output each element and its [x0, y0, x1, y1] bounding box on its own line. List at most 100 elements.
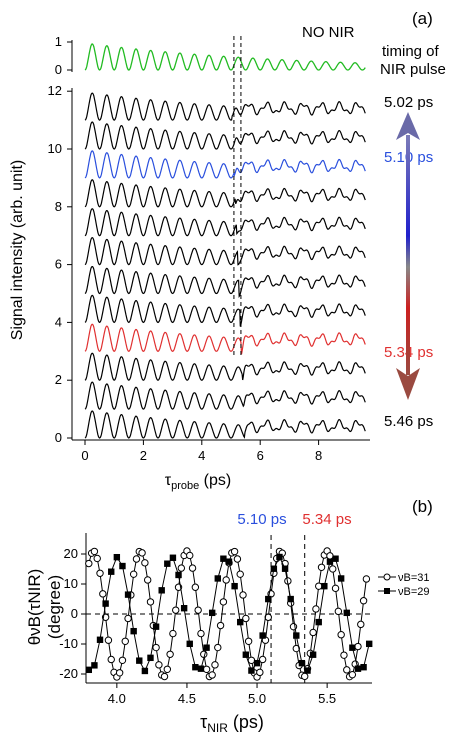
series-nub29-point [287, 595, 294, 603]
panel-b-ytick-label: 10 [64, 576, 78, 591]
panel-a-xtick-label: 8 [315, 448, 322, 463]
series-nub31-point [354, 642, 362, 651]
series-nub29-point [231, 582, 238, 590]
series-nub29-point [136, 657, 143, 664]
panel-a-ytick-label: 10 [48, 141, 62, 156]
time-label-502: 5.02 ps [384, 94, 433, 111]
panel-b: (b) 5.10 ps 5.34 ps -20 -10 0 10 20 4.0 4.5 5.… [25, 497, 433, 735]
panel-b-y-ticks: -20 -10 0 10 20 [59, 546, 86, 681]
series-nub31-point [155, 661, 163, 669]
series-nub29-point [192, 664, 199, 671]
series-nub29-point [237, 618, 244, 626]
series-nub31-point [230, 547, 239, 556]
series-nub29-point [360, 664, 367, 671]
series-nub31-point [334, 607, 343, 616]
series-nub31-point [138, 549, 146, 557]
series-nub31-point [362, 575, 371, 583]
series-nub31-point [160, 672, 169, 681]
series-nub31-point [216, 621, 225, 630]
series-nub31-point [343, 666, 351, 674]
series-nub29-point [164, 560, 171, 567]
series-nub29-point [214, 575, 221, 582]
series-nub29-point [343, 609, 350, 617]
panel-b-tag: (b) [412, 497, 433, 516]
panel-a-ytick-label: 12 [48, 83, 62, 98]
series-nub31-point [191, 583, 200, 591]
timing-arrow-head-up [396, 112, 420, 140]
series-nub29-point [265, 595, 272, 603]
trace-no-nir [84, 43, 366, 71]
series-nub31-point [169, 629, 177, 638]
panel-b-y-axis-label-2: (degree) [45, 575, 64, 639]
trace-offset-11 [84, 92, 366, 121]
series-nub31-point [256, 668, 264, 677]
series-nub29-point [365, 640, 373, 648]
panel-b-ylabel-line1: θνB(τNIR) [25, 569, 44, 646]
series-nub31-point [143, 576, 152, 584]
legend-marker-nub31 [383, 573, 391, 581]
timing-arrow-shaft [406, 135, 410, 375]
series-nub29-point [169, 554, 177, 561]
panel-a-xlabel-main: τ [165, 472, 172, 489]
series-nub29-point [208, 609, 216, 617]
panel-a-xlabel-sub: probe [171, 480, 199, 492]
series-nub29-point [130, 627, 137, 635]
series-nub31-point [329, 565, 337, 573]
panel-a-vlines [233, 36, 242, 355]
series-nub31-point [309, 628, 317, 637]
series-nub31-point [315, 582, 323, 590]
trace-offset-2 [84, 352, 366, 381]
series-nub29-point [304, 667, 311, 674]
series-nub29-point [102, 600, 109, 607]
panel-a-x-ticks: 0 2 4 6 8 [81, 440, 322, 463]
panel-b-y-axis-label: θνB(τNIR) [25, 569, 44, 646]
panel-b-ytick-label: -10 [59, 636, 78, 651]
trace-offset-0 [84, 410, 366, 439]
series-nub31-point [317, 563, 326, 572]
series-nub29-point [321, 582, 328, 590]
trace-offset-1 [84, 381, 366, 410]
panel-a-xtick-label: 0 [81, 448, 88, 463]
panel-a-x-axis-label: τprobe (ps) [165, 472, 231, 492]
series-nub29-point [276, 553, 283, 561]
series-nub29-point [220, 555, 227, 562]
series-nub29-point [248, 667, 255, 674]
series-nub29-point [309, 651, 317, 658]
series-nub29-point [91, 662, 98, 669]
trace-offset-10 [84, 121, 366, 150]
series-nub31-point [186, 551, 194, 560]
panel-a: (a) NO NIR timing of NIR pulse 1 0 0 2 4 6 8… [9, 9, 446, 492]
series-nub29-point [293, 632, 300, 639]
trace-offset-5 [84, 266, 366, 299]
series-nub31-point [348, 670, 357, 679]
series-line-0 [88, 550, 367, 678]
series-nub31-point [236, 570, 244, 578]
panel-a-ytick-label: 0 [55, 430, 62, 445]
series-nub31-point [247, 656, 256, 664]
trace-offset-9 [84, 150, 366, 179]
series-nub29-point [124, 591, 132, 598]
series-nub31-point [172, 606, 180, 614]
series-nub31-point [146, 598, 155, 606]
panel-b-xlabel-sub: NIR [207, 721, 228, 735]
trace-offset-3 [84, 323, 366, 355]
series-nub31-point [197, 629, 205, 638]
series-nub31-point [357, 620, 365, 629]
series-nub29-point [141, 667, 149, 675]
series-nub29-point [259, 632, 266, 639]
time-label-546: 5.46 ps [384, 413, 433, 430]
series-nub31-point [359, 597, 368, 605]
panel-b-ytick-label: -20 [59, 666, 78, 681]
series-nub29-point [242, 651, 250, 658]
panel-a-xtick-label: 4 [198, 448, 205, 463]
vline-label-510: 5.10 ps [237, 511, 286, 528]
series-nub29-point [349, 644, 356, 651]
series-nub31-point [233, 555, 242, 563]
panel-a-tag: (a) [412, 9, 433, 28]
series-nub31-point [93, 554, 101, 563]
series-nub31-point [219, 598, 228, 606]
trace-offset-4 [84, 294, 366, 327]
series-nub29-point [119, 562, 126, 570]
panel-a-ytick-label: 6 [55, 257, 62, 272]
panel-b-x-axis-label: τNIR (ps) [200, 712, 264, 735]
